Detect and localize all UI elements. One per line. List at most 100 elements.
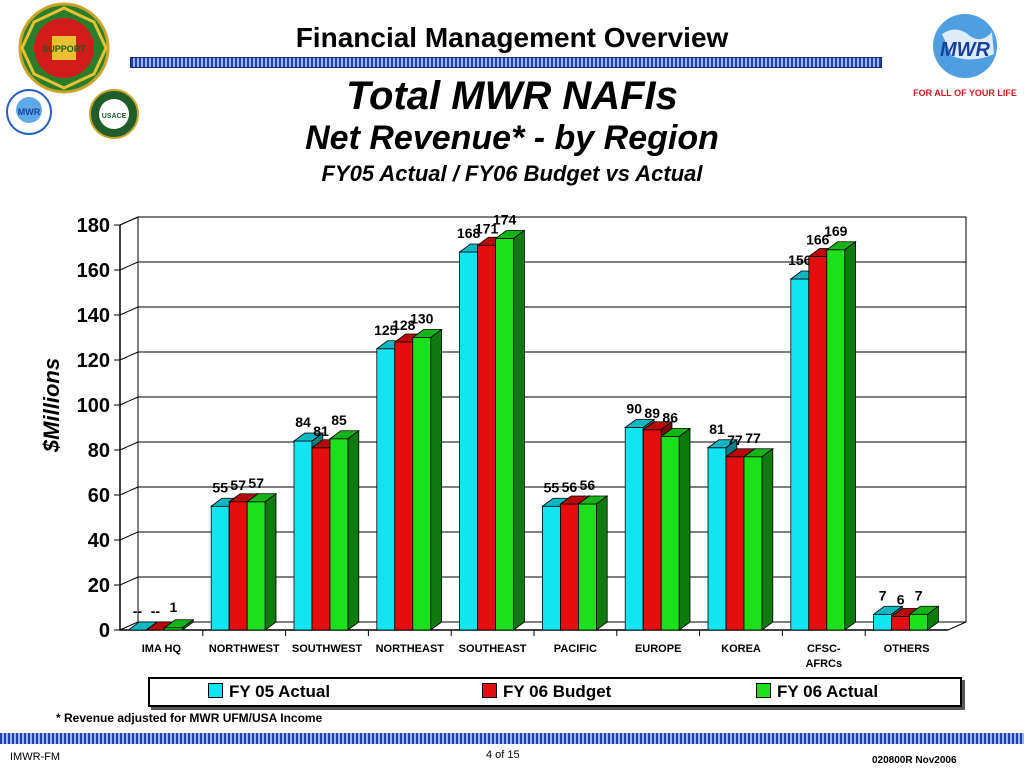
logo-seal-text: SUPPORT bbox=[42, 44, 86, 54]
bar-front bbox=[329, 438, 349, 631]
data-label: 77 bbox=[745, 430, 761, 446]
army-installation-logo: SUPPORT bbox=[18, 2, 110, 94]
x-tick-label: EUROPE bbox=[635, 643, 681, 655]
footnote: * Revenue adjusted for MWR UFM/USA Incom… bbox=[56, 711, 323, 725]
data-label: 1 bbox=[170, 599, 178, 615]
x-tick-label: CFSC-AFRCs bbox=[805, 643, 842, 670]
bar-front bbox=[376, 348, 396, 631]
data-label: 171 bbox=[475, 220, 499, 236]
data-label: 166 bbox=[806, 232, 830, 248]
y-tick-label: 140 bbox=[77, 305, 110, 327]
bar-front bbox=[459, 251, 479, 631]
usace-seal-logo: USACE bbox=[89, 89, 139, 139]
svg-text:MWR: MWR bbox=[940, 39, 991, 61]
x-tick-label: IMA HQ bbox=[142, 643, 182, 655]
y-tick-label: 0 bbox=[99, 620, 110, 642]
bar-front bbox=[311, 447, 331, 631]
y-tick-label: 80 bbox=[88, 440, 110, 462]
gridline-side bbox=[119, 576, 139, 586]
x-tick-label: SOUTHWEST bbox=[292, 643, 363, 655]
legend-item-fy06-budget: FY 06 Budget bbox=[482, 682, 611, 702]
legend: FY 05 Actual FY 06 Budget FY 06 Actual bbox=[148, 677, 962, 707]
y-tick-label: 120 bbox=[77, 350, 110, 372]
data-label: 168 bbox=[457, 225, 481, 241]
bar-side bbox=[347, 429, 360, 631]
bar-front bbox=[394, 341, 414, 631]
bar bbox=[328, 429, 361, 631]
bar-front bbox=[909, 613, 928, 631]
bar-front bbox=[495, 238, 515, 631]
data-label: 125 bbox=[374, 322, 398, 338]
x-tick-label: SOUTHEAST bbox=[459, 643, 527, 655]
data-label: 169 bbox=[824, 223, 848, 239]
bar bbox=[577, 495, 609, 631]
data-label: 130 bbox=[410, 311, 434, 327]
bar-front bbox=[477, 244, 497, 631]
bar-front bbox=[790, 278, 810, 631]
legend-label-fy06-actual: FY 06 Actual bbox=[777, 682, 879, 701]
data-label: 156 bbox=[788, 252, 812, 268]
data-label: 174 bbox=[493, 212, 517, 228]
bar-chart: 0 20 40 60 80 100 120 140 160 180 IMA HQ -- -- 1 NORTH… bbox=[77, 212, 967, 670]
gridline-side bbox=[119, 486, 139, 496]
x-tick-label: NORTHEAST bbox=[376, 643, 445, 655]
bar-front bbox=[725, 456, 745, 631]
x-tick-label: PACIFIC bbox=[554, 643, 597, 655]
bar-side bbox=[596, 495, 608, 631]
gridline-side bbox=[119, 396, 139, 406]
data-label: 81 bbox=[313, 423, 329, 439]
data-label: 57 bbox=[230, 477, 246, 493]
bar-side bbox=[678, 427, 691, 631]
chart-side-wall bbox=[119, 216, 139, 631]
data-label: 84 bbox=[295, 414, 311, 430]
y-tick-label: 100 bbox=[77, 395, 110, 417]
svg-text:MWR: MWR bbox=[18, 107, 41, 117]
svg-text:FOR ALL OF YOUR LIFE: FOR ALL OF YOUR LIFE bbox=[913, 88, 1017, 98]
bar-front bbox=[578, 503, 597, 631]
bar-front bbox=[210, 505, 230, 631]
data-label: 86 bbox=[662, 410, 678, 426]
bar bbox=[494, 229, 526, 631]
y-tick-label: 20 bbox=[88, 575, 110, 597]
data-label: 7 bbox=[879, 587, 887, 603]
x-tick-label: NORTHWEST bbox=[209, 643, 280, 655]
header-title: Financial Management Overview bbox=[295, 22, 729, 53]
data-label: 90 bbox=[626, 401, 642, 417]
page-number: 4 of 15 bbox=[486, 749, 520, 761]
data-label: 89 bbox=[644, 405, 660, 421]
legend-item-fy06-actual: FY 06 Actual bbox=[756, 682, 878, 702]
bar-front bbox=[642, 429, 662, 631]
data-label: 55 bbox=[544, 479, 560, 495]
footer-stripe bbox=[0, 733, 1024, 744]
data-label: -- bbox=[133, 603, 143, 619]
data-label: -- bbox=[151, 603, 161, 619]
gridline-side bbox=[119, 531, 139, 541]
bar-side bbox=[761, 447, 774, 631]
footer-left: IMWR-FM bbox=[10, 751, 61, 763]
bar bbox=[908, 605, 940, 631]
footer-date: 020800R Nov2006 bbox=[872, 755, 957, 766]
bar-front bbox=[873, 613, 892, 631]
gridline-side bbox=[119, 441, 139, 451]
data-label: 81 bbox=[709, 421, 725, 437]
us-army-mwr-logo: MWR FOR ALL OF YOUR LIFE bbox=[913, 14, 1017, 98]
chart-subtitle: Net Revenue* - by Region bbox=[305, 119, 719, 157]
y-tick-label: 180 bbox=[77, 215, 110, 237]
data-label: 128 bbox=[392, 317, 416, 333]
y-tick-label: 160 bbox=[77, 260, 110, 282]
bar bbox=[163, 618, 195, 631]
bar-front bbox=[293, 440, 313, 631]
mwr-small-logo: MWR bbox=[6, 89, 52, 135]
y-tick-label: 60 bbox=[88, 485, 110, 507]
header-stripe bbox=[130, 57, 882, 68]
data-label: 7 bbox=[915, 587, 923, 603]
legend-swatch-fy06-actual bbox=[756, 683, 771, 698]
bar bbox=[742, 447, 775, 631]
legend-swatch-fy06-budget bbox=[482, 683, 497, 698]
x-tick-label: KOREA bbox=[721, 643, 761, 655]
gridline-side bbox=[119, 216, 139, 226]
bar-side bbox=[513, 229, 525, 631]
bar-front bbox=[743, 456, 763, 631]
chart-period: FY05 Actual / FY06 Budget vs Actual bbox=[321, 161, 703, 186]
data-label: 56 bbox=[562, 479, 578, 495]
